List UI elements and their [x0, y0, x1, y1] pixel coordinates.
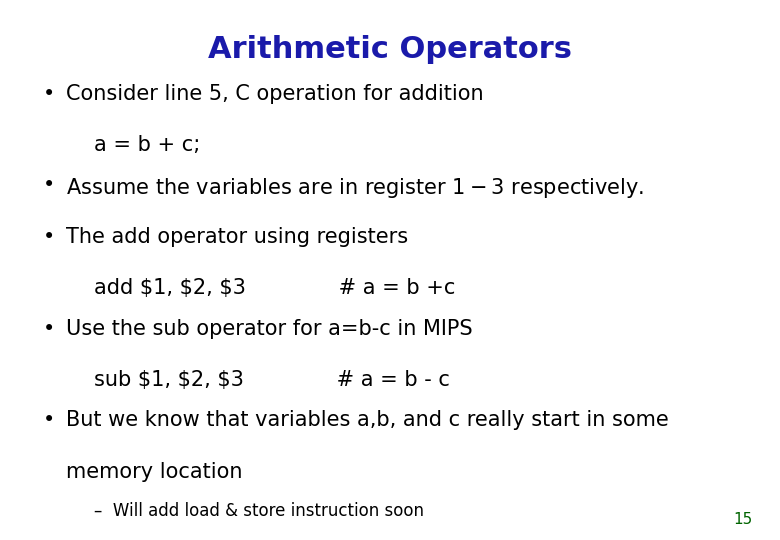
Text: add $1, $2, $3              # a = b +c: add $1, $2, $3 # a = b +c — [94, 278, 455, 298]
Text: •: • — [43, 410, 55, 430]
Text: –  Will add load & store instruction soon: – Will add load & store instruction soon — [94, 502, 424, 520]
Text: •: • — [43, 176, 55, 195]
Text: But we know that variables a,b, and c really start in some: But we know that variables a,b, and c re… — [66, 410, 669, 430]
Text: sub $1, $2, $3              # a = b - c: sub $1, $2, $3 # a = b - c — [94, 370, 449, 390]
Text: Consider line 5, C operation for addition: Consider line 5, C operation for additio… — [66, 84, 484, 104]
Text: •: • — [43, 319, 55, 339]
Text: •: • — [43, 84, 55, 104]
Text: •: • — [43, 227, 55, 247]
Text: 15: 15 — [733, 511, 753, 526]
Text: Arithmetic Operators: Arithmetic Operators — [208, 35, 572, 64]
Text: Assume the variables are in register $1-$3 respectively.: Assume the variables are in register $1-… — [66, 176, 644, 199]
Text: The add operator using registers: The add operator using registers — [66, 227, 409, 247]
Text: memory location: memory location — [66, 462, 243, 482]
Text: Use the sub operator for a=b-c in MIPS: Use the sub operator for a=b-c in MIPS — [66, 319, 473, 339]
Text: a = b + c;: a = b + c; — [94, 135, 200, 155]
